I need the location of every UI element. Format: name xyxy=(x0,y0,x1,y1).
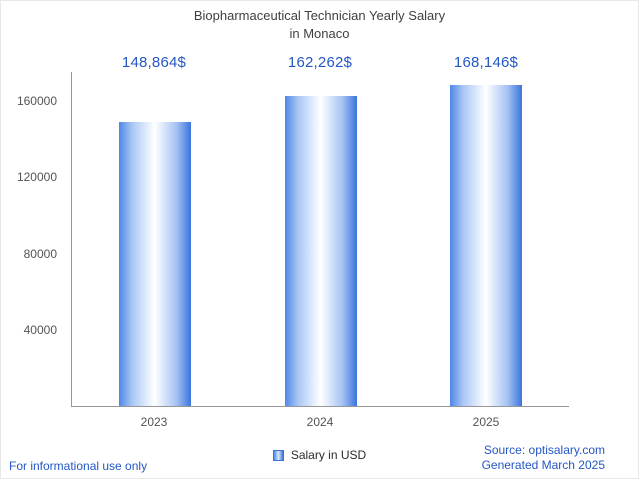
disclaimer-text: For informational use only xyxy=(9,459,148,473)
y-tick-label: 160000 xyxy=(16,93,57,108)
y-axis: 40000 80000 120000 160000 xyxy=(1,72,65,407)
legend-swatch-icon xyxy=(272,449,284,461)
y-tick-label: 40000 xyxy=(23,323,57,338)
generated-date: Generated March 2025 xyxy=(481,458,605,473)
y-tick-label: 120000 xyxy=(16,170,57,185)
x-tick-label: 2023 xyxy=(140,415,168,429)
bar-value-label: 148,864$ xyxy=(121,54,187,71)
chart-title: Biopharmaceutical Technician Yearly Sala… xyxy=(1,7,638,42)
x-tick-label: 2024 xyxy=(306,415,334,429)
bar-value-labels: 148,864$ 162,262$ 168,146$ xyxy=(71,54,569,71)
legend-label: Salary in USD xyxy=(290,448,367,462)
bar-2024[interactable] xyxy=(284,96,357,406)
bar-2025[interactable] xyxy=(450,85,523,406)
x-tick-label: 2025 xyxy=(472,415,500,429)
bar-slot xyxy=(72,72,238,406)
chart-title-line2: in Monaco xyxy=(289,25,350,41)
legend[interactable]: Salary in USD xyxy=(1,448,638,462)
bar-value-label: 162,262$ xyxy=(287,54,353,71)
y-tick-label: 80000 xyxy=(23,246,57,261)
source-block: Source: optisalary.com Generated March 2… xyxy=(482,443,605,474)
bar-value-label: 168,146$ xyxy=(453,54,519,71)
bar-slot xyxy=(238,72,404,406)
source-link[interactable]: Source: optisalary.com xyxy=(483,442,605,457)
chart-title-line1: Biopharmaceutical Technician Yearly Sala… xyxy=(193,8,446,23)
x-axis: 2023 2024 2025 xyxy=(71,415,569,429)
bar-slot xyxy=(403,72,569,406)
plot-area xyxy=(71,72,569,407)
bar-2023[interactable] xyxy=(118,121,191,406)
